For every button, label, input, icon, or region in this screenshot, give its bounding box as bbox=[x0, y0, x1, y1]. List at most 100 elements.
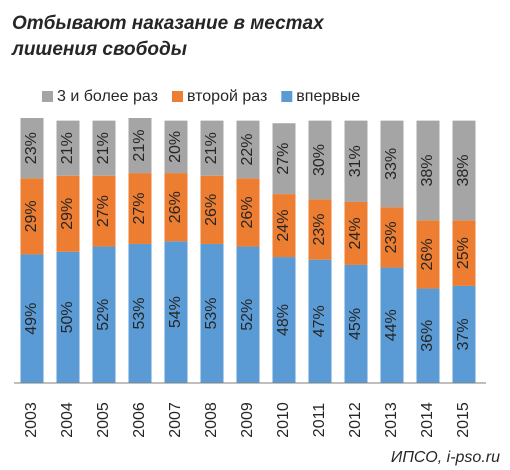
data-label: 24% bbox=[275, 210, 292, 242]
bar-segment bbox=[56, 251, 80, 383]
legend-label: 3 и более раз bbox=[57, 88, 158, 105]
bar-segment bbox=[128, 118, 152, 174]
bar-segment bbox=[452, 285, 476, 383]
bar-segment bbox=[452, 120, 476, 221]
data-label: 44% bbox=[383, 309, 400, 341]
bar-segment bbox=[20, 118, 44, 179]
bar-segment bbox=[20, 178, 44, 255]
bar-segment bbox=[128, 243, 152, 383]
x-tick-label: 2004 bbox=[59, 402, 76, 438]
data-label: 38% bbox=[419, 154, 436, 186]
bar-segment bbox=[272, 123, 296, 195]
bar-segment bbox=[236, 178, 260, 247]
data-label: 31% bbox=[347, 145, 364, 177]
x-tick-label: 2006 bbox=[131, 402, 148, 438]
data-label: 36% bbox=[419, 320, 436, 352]
bar-segment bbox=[452, 220, 476, 286]
bar-segment bbox=[164, 173, 188, 242]
x-tick-label: 2003 bbox=[23, 402, 40, 438]
data-label: 21% bbox=[131, 130, 148, 162]
bar-segment bbox=[200, 175, 224, 244]
data-label: 26% bbox=[167, 191, 184, 223]
x-tick-label: 2013 bbox=[383, 402, 400, 438]
x-tick-label: 2015 bbox=[455, 402, 472, 438]
source: ИПСО, i-pso.ru bbox=[391, 449, 500, 466]
data-label: 37% bbox=[455, 318, 472, 350]
bar-segment bbox=[308, 120, 332, 200]
bar-segment bbox=[92, 120, 116, 176]
data-label: 22% bbox=[239, 133, 256, 165]
bar-segment bbox=[236, 120, 260, 179]
bar-segment bbox=[20, 254, 44, 383]
x-tick-label: 2008 bbox=[203, 402, 220, 438]
data-label: 33% bbox=[383, 148, 400, 180]
data-label: 26% bbox=[239, 196, 256, 228]
data-label: 20% bbox=[167, 131, 184, 163]
data-label: 29% bbox=[59, 198, 76, 230]
data-label: 21% bbox=[59, 132, 76, 164]
data-label: 48% bbox=[275, 304, 292, 336]
bar-segment bbox=[344, 264, 368, 383]
data-label: 49% bbox=[23, 303, 40, 335]
bar-segment bbox=[92, 246, 116, 383]
bar-segment bbox=[380, 120, 404, 208]
data-label: 21% bbox=[95, 132, 112, 164]
bar-segment bbox=[92, 175, 116, 247]
data-label: 45% bbox=[347, 308, 364, 340]
bar-segment bbox=[380, 267, 404, 383]
bar-segment bbox=[200, 120, 224, 176]
legend-swatch bbox=[281, 91, 293, 102]
data-label: 26% bbox=[419, 238, 436, 270]
data-label: 27% bbox=[275, 143, 292, 175]
x-tick-label: 2014 bbox=[419, 402, 436, 438]
data-label: 27% bbox=[131, 193, 148, 225]
bar-segment bbox=[416, 288, 440, 383]
bar-segment bbox=[272, 194, 296, 258]
legend-swatch bbox=[171, 91, 183, 102]
bar-segment bbox=[416, 120, 440, 221]
data-label: 26% bbox=[203, 194, 220, 226]
data-label: 23% bbox=[311, 213, 328, 245]
data-label: 47% bbox=[311, 305, 328, 337]
bar-segment bbox=[344, 201, 368, 265]
data-label: 52% bbox=[239, 299, 256, 331]
bar-segment bbox=[200, 243, 224, 383]
x-tick-label: 2005 bbox=[95, 402, 112, 438]
bar-segment bbox=[308, 259, 332, 383]
data-label: 24% bbox=[347, 217, 364, 249]
bar-segment bbox=[308, 199, 332, 260]
data-label: 27% bbox=[95, 195, 112, 227]
legend-swatch bbox=[42, 91, 53, 102]
bar-segment bbox=[56, 120, 80, 176]
bar-segment bbox=[164, 120, 188, 174]
data-label: 23% bbox=[383, 221, 400, 253]
x-tick-label: 2012 bbox=[347, 402, 364, 438]
bar-segment bbox=[128, 173, 152, 244]
data-label: 38% bbox=[455, 154, 472, 186]
chart-title: Отбывают наказание в местах bbox=[12, 13, 325, 34]
data-label: 25% bbox=[455, 237, 472, 269]
x-tick-label: 2009 bbox=[239, 402, 256, 438]
legend-label: второй раз bbox=[187, 88, 267, 105]
bar-segment bbox=[344, 120, 368, 202]
data-label: 52% bbox=[95, 299, 112, 331]
bar-segment bbox=[416, 220, 440, 289]
x-tick-label: 2007 bbox=[167, 402, 184, 438]
data-label: 53% bbox=[203, 297, 220, 329]
data-label: 54% bbox=[167, 296, 184, 328]
x-tick-label: 2011 bbox=[311, 403, 328, 438]
data-label: 53% bbox=[131, 297, 148, 329]
x-tick-label: 2010 bbox=[275, 402, 292, 438]
data-label: 30% bbox=[311, 144, 328, 176]
bar-segment bbox=[164, 241, 188, 383]
data-label: 23% bbox=[23, 132, 40, 164]
bar-segment bbox=[236, 246, 260, 383]
data-label: 29% bbox=[23, 200, 40, 232]
data-label: 50% bbox=[59, 301, 76, 333]
data-label: 21% bbox=[203, 132, 220, 164]
bar-segment bbox=[272, 257, 296, 383]
bar-segment bbox=[56, 175, 80, 252]
legend-label: впервые bbox=[296, 88, 360, 105]
bar-segment bbox=[380, 207, 404, 268]
